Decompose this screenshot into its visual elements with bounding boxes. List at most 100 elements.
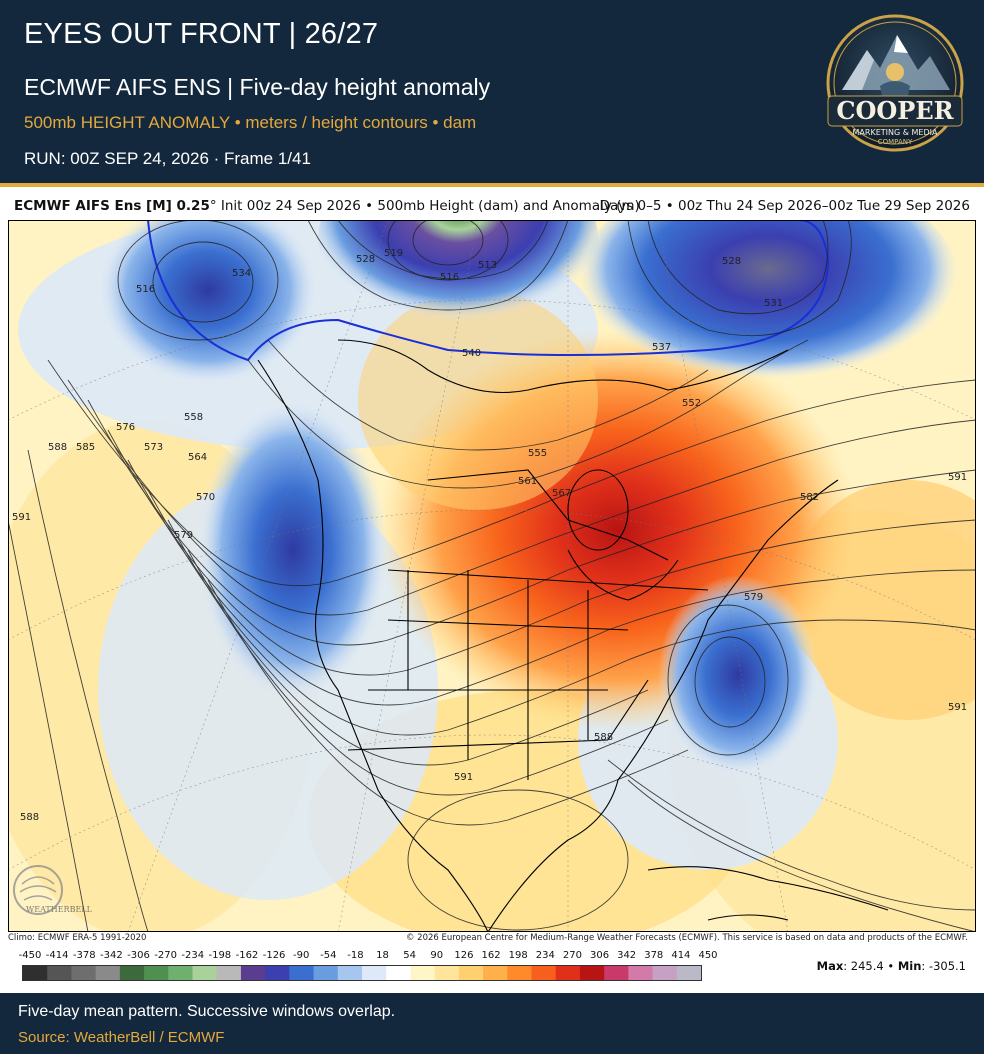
contour-label: 528 xyxy=(722,256,741,267)
page-subtitle: ECMWF AIFS ENS | Five-day height anomaly xyxy=(24,74,491,100)
map-valid-time: Days 0–5 • 00z Thu 24 Sep 2026–00z Tue 2… xyxy=(599,198,970,214)
colorbar-swatch xyxy=(47,966,72,980)
footer-source: Source: WeatherBell / ECMWF xyxy=(18,1029,225,1046)
contour-label: 576 xyxy=(116,422,135,433)
colorbar-tick-label: 378 xyxy=(644,950,664,961)
colorbar-swatch xyxy=(289,966,315,980)
colorbar-tick-label: 54 xyxy=(403,950,417,961)
cooper-logo: COOPER MARKETING & MEDIA COMPANY xyxy=(826,14,964,152)
colorbar-swatch xyxy=(628,966,654,980)
contour-label: 582 xyxy=(800,492,819,503)
colorbar-swatch xyxy=(410,966,436,980)
colorbar-swatch xyxy=(434,966,460,980)
contour-label: 558 xyxy=(184,412,203,423)
height-anomaly-map: 588 585 576 573 558 564 570 579 591 534 … xyxy=(8,220,976,932)
map-panel: ECMWF AIFS Ens [M] 0.25° Init 00z 24 Sep… xyxy=(0,187,984,993)
map-title: ECMWF AIFS Ens [M] 0.25° Init 00z 24 Sep… xyxy=(14,198,640,214)
colorbar-tick-label: -90 xyxy=(293,950,310,961)
run-info: RUN: 00Z SEP 24, 2026 · Frame 1/41 xyxy=(24,149,311,168)
contour-label: 585 xyxy=(76,442,95,453)
colorbar-tick-label: -414 xyxy=(45,950,69,961)
header-banner: EYES OUT FRONT | 26/27 ECMWF AIFS ENS | … xyxy=(0,0,984,183)
footer-caption: Five-day mean pattern. Successive window… xyxy=(18,1003,396,1020)
colorbar-swatch xyxy=(240,966,266,980)
colorbar-tick-label: 414 xyxy=(671,950,691,961)
contour-label: 519 xyxy=(384,248,403,259)
contour-label: 591 xyxy=(454,772,473,783)
colorbar-tick-label: 126 xyxy=(454,950,474,961)
contour-label: 561 xyxy=(518,476,537,487)
colorbar-swatch xyxy=(71,966,97,980)
contour-label: 588 xyxy=(48,442,67,453)
colorbar-swatch xyxy=(337,966,363,980)
colorbar-swatch xyxy=(579,966,605,980)
colorbar-tick-label: -306 xyxy=(127,950,150,961)
contour-label: 552 xyxy=(682,398,701,409)
colorbar-swatch xyxy=(23,966,48,980)
colorbar-swatch xyxy=(531,966,557,980)
footer-banner: Five-day mean pattern. Successive window… xyxy=(0,993,984,1054)
colorbar-tick-label: -126 xyxy=(262,950,286,961)
contour-label: 591 xyxy=(948,702,967,713)
colorbar-swatch xyxy=(119,966,145,980)
contour-label: 537 xyxy=(652,342,671,353)
contour-label: 555 xyxy=(528,448,547,459)
colorbar-tick-label: -270 xyxy=(154,950,177,961)
colorbar-tick-label: 90 xyxy=(430,950,444,961)
colorbar-swatch xyxy=(652,966,678,980)
climo-note: Climo: ECMWF ERA-5 1991-2020 xyxy=(8,933,147,943)
colorbar-tick-label: -234 xyxy=(181,950,205,961)
contour-label: 567 xyxy=(552,488,571,499)
colorbar-swatch xyxy=(313,966,339,980)
colorbar-swatch xyxy=(386,966,411,980)
colorbar-tick-label: -198 xyxy=(208,950,232,961)
contour-label: 588 xyxy=(594,732,613,743)
contour-label: 564 xyxy=(188,452,207,463)
colorbar-swatch xyxy=(216,966,242,980)
colorbar-tick-label: 234 xyxy=(535,950,555,961)
colorbar-tick-label: -162 xyxy=(235,950,259,961)
colorbar-tick-label: 18 xyxy=(376,950,389,961)
colorbar-swatch xyxy=(265,966,290,980)
logo-line2: MARKETING & MEDIA xyxy=(853,128,938,137)
colorbar-swatch xyxy=(483,966,508,980)
contour-label: 570 xyxy=(196,492,215,503)
copyright-note: © 2026 European Centre for Medium-Range … xyxy=(405,933,968,943)
svg-text:WEATHERBELL: WEATHERBELL xyxy=(26,905,93,914)
max-min-readout: Max: 245.4 • Min: -305.1 xyxy=(816,959,966,973)
colorbar-swatch xyxy=(168,966,193,980)
colorbar-tick-label: 450 xyxy=(698,950,718,961)
colorbar-swatch xyxy=(458,966,484,980)
header-divider xyxy=(0,183,984,187)
colorbar-swatch xyxy=(676,966,701,980)
contour-label: 534 xyxy=(232,268,251,279)
contour-label: 516 xyxy=(136,284,155,295)
colorbar-tick-label: 162 xyxy=(481,950,501,961)
contour-label: 516 xyxy=(440,272,459,283)
colorbar-swatch xyxy=(144,966,169,980)
colorbar-tick-label: 306 xyxy=(589,950,610,961)
colorbar-tick-label: 270 xyxy=(562,950,582,961)
logo-name: COOPER xyxy=(836,96,954,125)
logo-line3: COMPANY xyxy=(878,138,913,146)
colorbar-tick-label: 198 xyxy=(508,950,528,961)
colorbar-tick-label: -54 xyxy=(320,950,337,961)
colorbar-swatch xyxy=(555,966,581,980)
contour-label: 588 xyxy=(20,812,39,823)
colorbar-tick-label: 342 xyxy=(617,950,637,961)
colorbar-swatch xyxy=(95,966,121,980)
contour-label: 579 xyxy=(744,592,763,603)
contour-label: 528 xyxy=(356,254,375,265)
page-title: EYES OUT FRONT | 26/27 xyxy=(24,18,379,50)
colorbar-tick-label: -18 xyxy=(347,950,364,961)
weatherbell-watermark: WEATHERBELL xyxy=(13,865,93,915)
colorbar-tick-label: -378 xyxy=(72,950,96,961)
colorbar-tick-label: -450 xyxy=(18,950,42,961)
colorbar-swatch xyxy=(192,966,218,980)
product-line: 500mb HEIGHT ANOMALY • meters / height c… xyxy=(24,113,477,132)
colorbar-tick-labels: -450 -414 -378 -342 -306 -270 -234 -198 -162 -126… xyxy=(8,950,718,964)
contour-label: 573 xyxy=(144,442,163,453)
colorbar-swatch xyxy=(362,966,387,980)
colorbar-swatch xyxy=(507,966,532,980)
contour-label: 513 xyxy=(478,260,497,271)
